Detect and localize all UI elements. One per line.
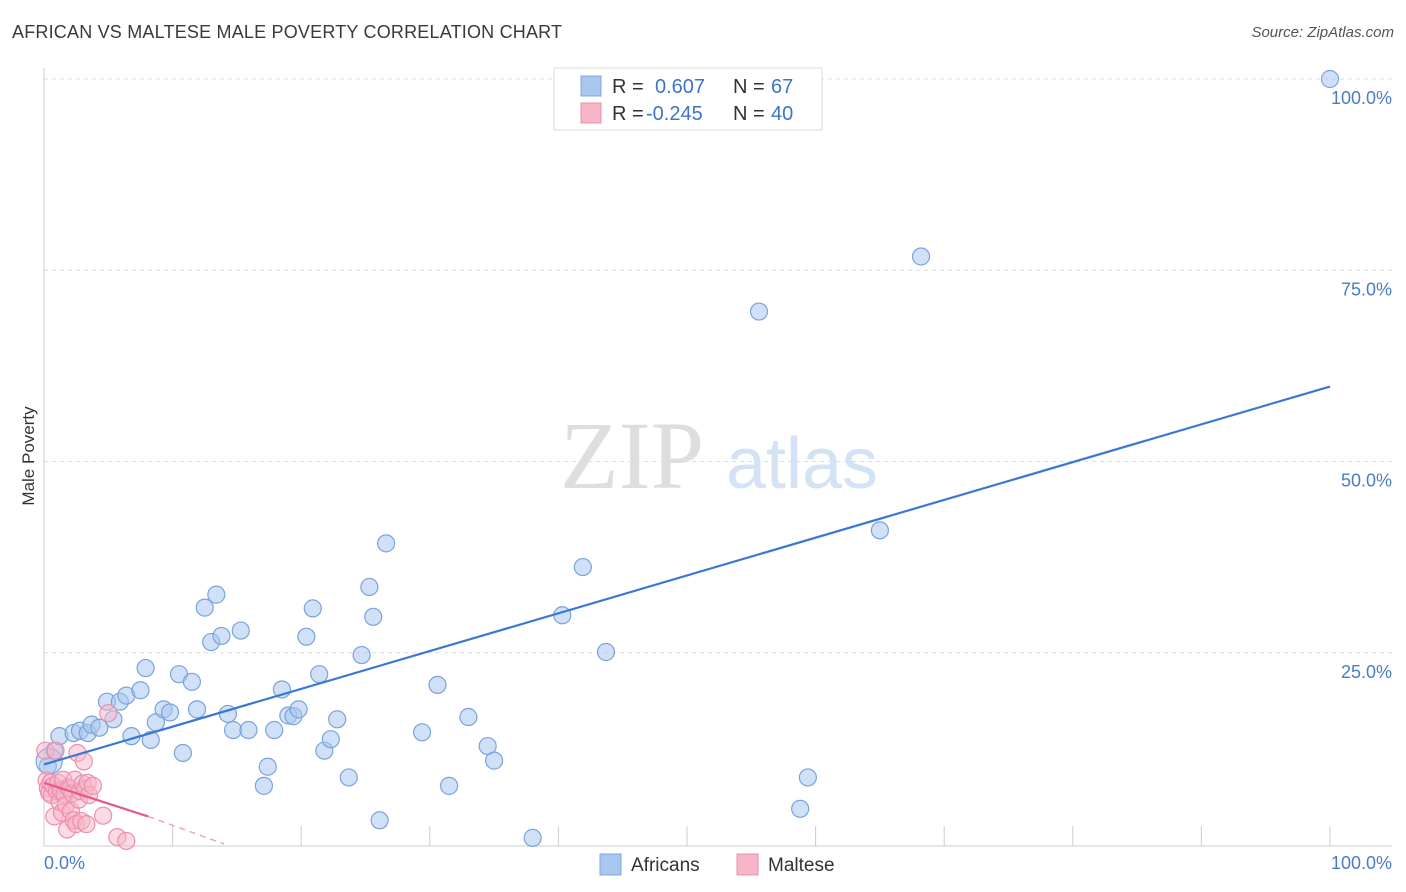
chart-title: AFRICAN VS MALTESE MALE POVERTY CORRELAT… [12, 22, 563, 42]
point-africans [131, 681, 150, 700]
point-maltese [94, 806, 113, 825]
point-africans [303, 599, 322, 618]
legend-r-value-1: 0.607 [655, 76, 705, 98]
point-maltese [83, 776, 102, 795]
point-africans [439, 776, 459, 795]
point-africans [573, 557, 592, 577]
y-tick-label: 50.0% [1341, 471, 1392, 491]
point-africans [231, 621, 250, 640]
point-africans [258, 757, 277, 776]
point-africans [289, 700, 308, 719]
point-africans [376, 534, 396, 553]
bottom-legend-swatch-africans [599, 853, 622, 876]
series-legend: Africans Maltese [599, 853, 835, 876]
trend-lines [43, 385, 1331, 845]
chart-source: Source: ZipAtlas.com [1251, 24, 1394, 41]
point-maltese [99, 704, 118, 723]
bottom-legend-label-africans: Africans [631, 855, 700, 876]
legend-n-value-1: 67 [771, 76, 793, 98]
point-africans [187, 700, 207, 719]
point-africans [911, 247, 931, 266]
point-africans [265, 720, 284, 740]
point-africans [173, 743, 192, 763]
watermark-atlas: atlas [726, 424, 878, 504]
point-africans [485, 751, 504, 770]
bottom-legend-label-maltese: Maltese [768, 855, 835, 876]
grid-lines [44, 78, 1392, 654]
point-africans [195, 598, 214, 617]
point-maltese [117, 831, 136, 851]
point-africans [141, 730, 160, 750]
legend-r-value-2: -0.245 [646, 103, 703, 125]
point-africans [254, 776, 274, 795]
trendline-maltese [43, 781, 149, 818]
watermark-zip: ZIP [560, 402, 704, 509]
x-tick-label: 0.0% [44, 853, 85, 873]
point-africans [223, 720, 243, 740]
trendline-maltese-extension [147, 815, 225, 845]
correlation-legend: R = 0.607 N = 67 R = -0.245 N = 40 [553, 67, 823, 131]
point-africans [596, 642, 616, 662]
point-africans [160, 703, 180, 722]
point-africans [412, 723, 432, 742]
point-africans [310, 665, 329, 684]
point-africans [870, 521, 890, 540]
legend-swatch-africans [580, 75, 602, 97]
point-africans [523, 828, 542, 847]
y-tick-label: 100.0% [1331, 88, 1392, 108]
point-africans [1320, 69, 1340, 89]
legend-r-label-1: R = [612, 76, 644, 98]
bottom-legend-swatch-maltese [736, 853, 759, 876]
point-africans [360, 577, 379, 597]
point-africans [207, 585, 226, 604]
y-axis-title: Male Poverty [19, 406, 38, 506]
point-maltese [46, 741, 65, 760]
point-africans [428, 675, 447, 694]
point-africans [339, 768, 358, 787]
axes [43, 68, 1392, 847]
x-tick-label: 100.0% [1331, 853, 1392, 873]
tick-labels: 25.0% 50.0% 75.0% 100.0% 0.0% 100.0% [44, 88, 1392, 873]
point-africans [212, 626, 231, 646]
point-africans [297, 627, 316, 646]
watermark: ZIP atlas [560, 402, 878, 509]
point-africans [328, 710, 347, 729]
y-tick-label: 75.0% [1341, 279, 1392, 299]
point-africans [370, 811, 389, 830]
trendline-africans [43, 385, 1331, 766]
point-maltese [77, 815, 96, 834]
legend-n-value-2: 40 [771, 103, 793, 125]
point-africans [798, 768, 817, 787]
point-africans [321, 730, 340, 749]
legend-n-label-2: N = [733, 103, 765, 125]
point-africans [749, 302, 769, 321]
point-africans [364, 607, 383, 626]
legend-r-label-2: R = [612, 103, 644, 125]
point-africans [136, 658, 155, 678]
y-tick-label: 25.0% [1341, 662, 1392, 682]
point-africans [90, 718, 109, 737]
legend-n-label-1: N = [733, 76, 765, 98]
legend-swatch-maltese [580, 102, 602, 124]
point-africans [791, 799, 810, 818]
point-africans [352, 645, 371, 665]
point-africans [182, 672, 201, 691]
point-africans [239, 720, 258, 740]
point-africans [459, 707, 478, 727]
